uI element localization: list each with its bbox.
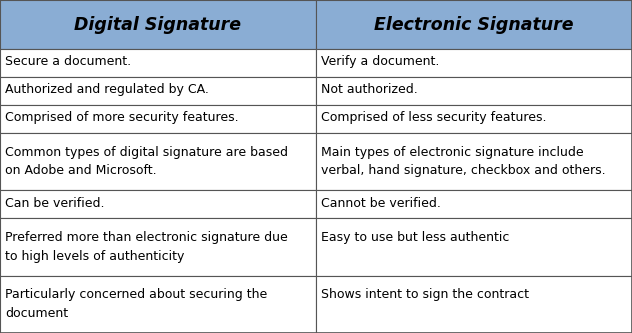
Text: Can be verified.: Can be verified.	[5, 196, 104, 209]
Bar	[0, 133, 316, 190]
Text: Easy to use but less authentic: Easy to use but less authentic	[321, 231, 509, 244]
Bar	[0, 49, 316, 77]
Text: Secure a document.: Secure a document.	[5, 55, 131, 69]
Bar	[316, 49, 632, 77]
Bar	[316, 105, 632, 133]
Text: Cannot be verified.: Cannot be verified.	[321, 196, 441, 209]
Bar	[0, 276, 316, 333]
Text: Comprised of less security features.: Comprised of less security features.	[321, 111, 547, 124]
Bar	[316, 218, 632, 276]
Bar	[0, 105, 316, 133]
Text: Digital Signature: Digital Signature	[75, 16, 241, 34]
Text: Authorized and regulated by CA.: Authorized and regulated by CA.	[5, 83, 209, 96]
Text: Preferred more than electronic signature due
to high levels of authenticity: Preferred more than electronic signature…	[5, 231, 288, 262]
Text: Not authorized.: Not authorized.	[321, 83, 418, 96]
Text: Main types of electronic signature include
verbal, hand signature, checkbox and : Main types of electronic signature inclu…	[321, 146, 605, 177]
Text: Verify a document.: Verify a document.	[321, 55, 439, 69]
Bar	[316, 0, 632, 49]
Text: Particularly concerned about securing the
document: Particularly concerned about securing th…	[5, 288, 267, 320]
Bar	[0, 218, 316, 276]
Text: Shows intent to sign the contract: Shows intent to sign the contract	[321, 288, 529, 301]
Text: Common types of digital signature are based
on Adobe and Microsoft.: Common types of digital signature are ba…	[5, 146, 288, 177]
Bar	[0, 77, 316, 105]
Bar	[0, 0, 316, 49]
Bar	[316, 77, 632, 105]
Bar	[316, 276, 632, 333]
Bar	[0, 190, 316, 218]
Text: Comprised of more security features.: Comprised of more security features.	[5, 111, 239, 124]
Bar	[316, 133, 632, 190]
Bar	[316, 190, 632, 218]
Text: Electronic Signature: Electronic Signature	[374, 16, 574, 34]
